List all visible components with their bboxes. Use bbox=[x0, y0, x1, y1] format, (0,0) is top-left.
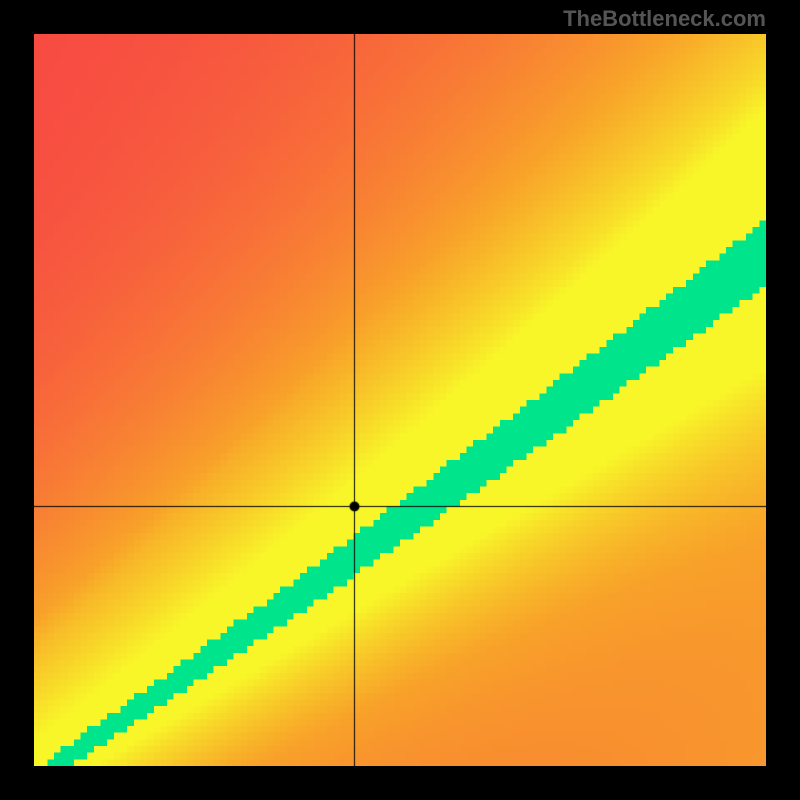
attribution-text: TheBottleneck.com bbox=[563, 6, 766, 32]
crosshair-overlay bbox=[34, 34, 766, 766]
plot-frame bbox=[34, 34, 766, 766]
